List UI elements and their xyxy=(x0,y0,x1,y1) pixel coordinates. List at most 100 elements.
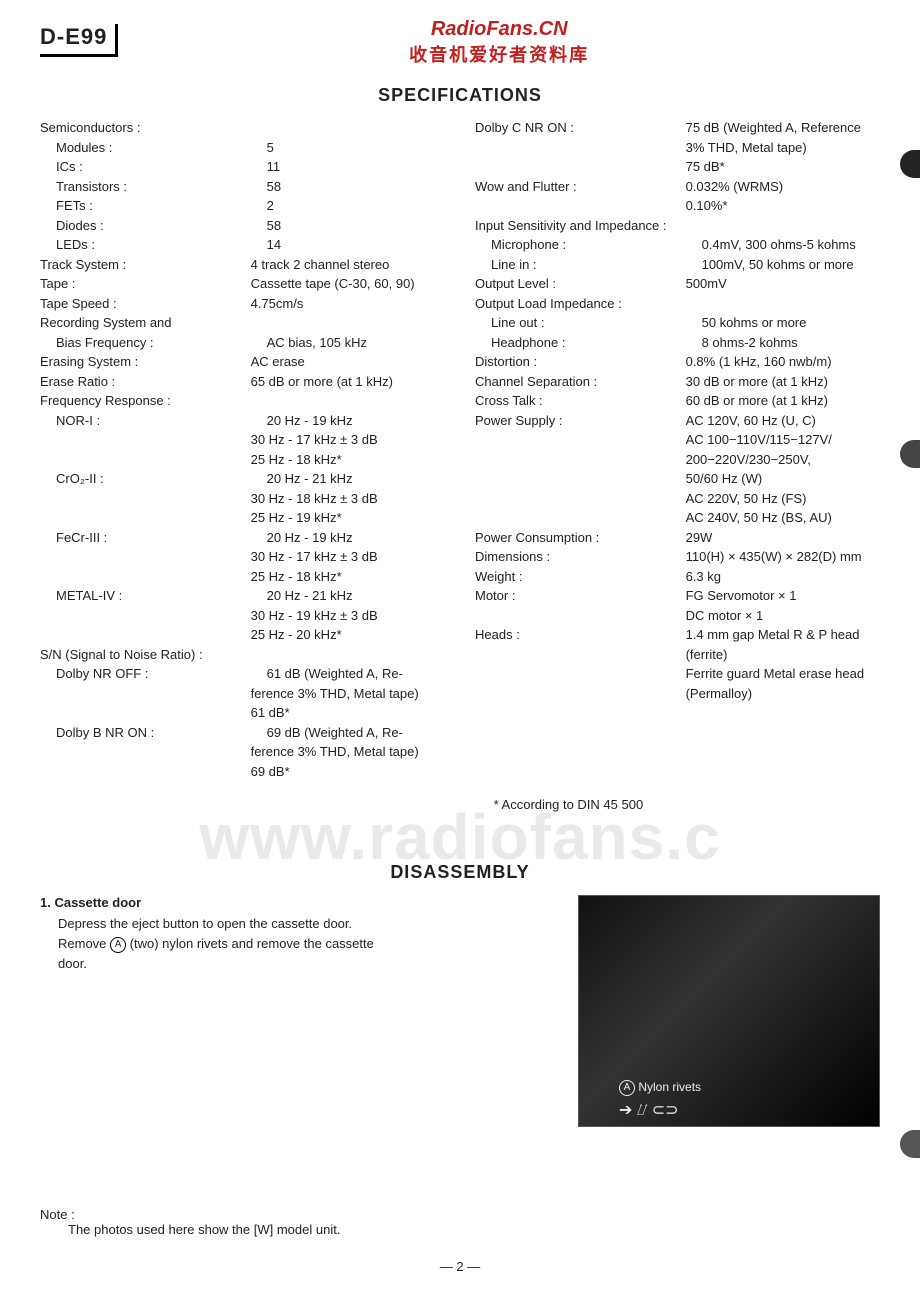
spec-left-column: Semiconductors : Modules :5 ICs :11 Tran… xyxy=(40,118,445,781)
step-title: 1. Cassette door xyxy=(40,895,445,910)
photo-label-text: Nylon rivets xyxy=(638,1080,701,1094)
spec-value: DC motor × 1 xyxy=(475,606,763,626)
spec-label: Tape : xyxy=(40,274,251,294)
spec-value: 30 Hz - 17 kHz ± 3 dB xyxy=(40,547,378,567)
specifications-heading: SPECIFICATIONS xyxy=(40,85,880,106)
spec-value: 30 Hz - 18 kHz ± 3 dB xyxy=(40,489,378,509)
note-text: The photos used here show the [W] model … xyxy=(40,1222,880,1237)
spec-label: Power Consumption : xyxy=(475,528,686,548)
spec-value: 30 dB or more (at 1 kHz) xyxy=(686,372,880,392)
spec-value: ference 3% THD, Metal tape) xyxy=(40,684,419,704)
spec-label: Tape Speed : xyxy=(40,294,251,314)
model-number: D-E99 xyxy=(40,24,118,57)
spec-value: 25 Hz - 20 kHz* xyxy=(40,625,342,645)
spec-label: Motor : xyxy=(475,586,686,606)
note-heading: Note : xyxy=(40,1207,880,1222)
disassembly-photo: A Nylon rivets ➔ ⌰ ⊂⊃ xyxy=(578,895,880,1127)
spec-label: CrO₂-II : xyxy=(40,469,267,489)
spec-value: 65 dB or more (at 1 kHz) xyxy=(251,372,445,392)
specifications-table: Semiconductors : Modules :5 ICs :11 Tran… xyxy=(40,118,880,781)
spec-value: 100mV, 50 kohms or more xyxy=(702,255,880,275)
spec-value: 30 Hz - 17 kHz ± 3 dB xyxy=(40,430,378,450)
rivet-icon: ➔ ⌰ ⊂⊃ xyxy=(619,1100,679,1120)
spec-label: Dolby NR OFF : xyxy=(40,664,267,684)
spec-value: 2 xyxy=(267,196,445,216)
spec-right-column: Dolby C NR ON :75 dB (Weighted A, Refere… xyxy=(475,118,880,781)
spec-label: Line in : xyxy=(475,255,702,275)
spec-value: 75 dB* xyxy=(475,157,725,177)
spec-value: 75 dB (Weighted A, Reference xyxy=(686,118,880,138)
brand-chinese: 收音机爱好者资料库 xyxy=(118,41,880,67)
step-line: Remove xyxy=(58,936,110,951)
step-line: door. xyxy=(58,956,87,971)
step-line: (two) nylon rivets and remove the casset… xyxy=(126,936,374,951)
spec-label: Cross Talk : xyxy=(475,391,686,411)
spec-value: (ferrite) xyxy=(475,645,727,665)
page-curl-mark xyxy=(900,440,920,468)
spec-value: 0.8% (1 kHz, 160 nwb/m) xyxy=(686,352,880,372)
spec-value: 29W xyxy=(686,528,880,548)
spec-label: Heads : xyxy=(475,625,686,645)
step-line: Depress the eject button to open the cas… xyxy=(58,916,352,931)
spec-value: 0.10%* xyxy=(475,196,728,216)
spec-label: Power Supply : xyxy=(475,411,686,431)
spec-label: Weight : xyxy=(475,567,686,587)
spec-label: ICs : xyxy=(40,157,267,177)
spec-value: 58 xyxy=(267,177,445,197)
din-footnote: * According to DIN 45 500 xyxy=(40,797,880,812)
spec-value: Ferrite guard Metal erase head xyxy=(475,664,864,684)
spec-value: 69 dB (Weighted A, Re- xyxy=(267,723,445,743)
callout-a-icon: A xyxy=(110,937,126,953)
spec-label: Wow and Flutter : xyxy=(475,177,686,197)
page-curl-mark xyxy=(900,1130,920,1158)
page-curl-mark xyxy=(900,150,920,178)
spec-label: Distortion : xyxy=(475,352,686,372)
spec-value: 58 xyxy=(267,216,445,236)
photo-callout-label: A Nylon rivets xyxy=(619,1080,701,1096)
disassembly-heading: DISASSEMBLY xyxy=(40,862,880,883)
spec-value: 25 Hz - 18 kHz* xyxy=(40,567,342,587)
spec-value: 61 dB* xyxy=(40,703,290,723)
spec-value: 0.032% (WRMS) xyxy=(686,177,880,197)
spec-label: Output Level : xyxy=(475,274,686,294)
spec-label: Erase Ratio : xyxy=(40,372,251,392)
spec-label: Modules : xyxy=(40,138,267,158)
spec-value: 0.4mV, 300 ohms-5 kohms xyxy=(702,235,880,255)
spec-value: AC 240V, 50 Hz (BS, AU) xyxy=(475,508,832,528)
spec-value: 20 Hz - 21 kHz xyxy=(267,586,445,606)
spec-label: Diodes : xyxy=(40,216,267,236)
spec-label: Line out : xyxy=(475,313,702,333)
spec-label: FeCr-III : xyxy=(40,528,267,548)
spec-label: Semiconductors : xyxy=(40,118,251,138)
spec-value: 50 kohms or more xyxy=(702,313,880,333)
spec-label: Recording System and xyxy=(40,313,251,333)
spec-value: FG Servomotor × 1 xyxy=(686,586,880,606)
spec-label: METAL-IV : xyxy=(40,586,267,606)
spec-value: 8 ohms-2 kohms xyxy=(702,333,880,353)
spec-value: 20 Hz - 21 kHz xyxy=(267,469,445,489)
spec-label: NOR-I : xyxy=(40,411,267,431)
spec-label: Frequency Response : xyxy=(40,391,251,411)
spec-value: 25 Hz - 18 kHz* xyxy=(40,450,342,470)
spec-label: Output Load Impedance : xyxy=(475,294,880,314)
spec-value: AC bias, 105 kHz xyxy=(267,333,445,353)
spec-label: Headphone : xyxy=(475,333,702,353)
spec-value: Cassette tape (C-30, 60, 90) xyxy=(251,274,445,294)
spec-label: Track System : xyxy=(40,255,251,275)
spec-value: 69 dB* xyxy=(40,762,290,782)
spec-label: Dolby B NR ON : xyxy=(40,723,267,743)
spec-value: AC 120V, 60 Hz (U, C) xyxy=(686,411,880,431)
spec-value: 500mV xyxy=(686,274,880,294)
spec-label: Channel Separation : xyxy=(475,372,686,392)
spec-label: FETs : xyxy=(40,196,267,216)
spec-value: 110(H) × 435(W) × 282(D) mm xyxy=(686,547,880,567)
spec-value: ference 3% THD, Metal tape) xyxy=(40,742,419,762)
spec-value: 1.4 mm gap Metal R & P head xyxy=(686,625,880,645)
spec-value: 50/60 Hz (W) xyxy=(475,469,762,489)
spec-label: S/N (Signal to Noise Ratio) : xyxy=(40,645,445,665)
spec-value: 4 track 2 channel stereo xyxy=(251,255,445,275)
spec-value: 25 Hz - 19 kHz* xyxy=(40,508,342,528)
spec-value: 3% THD, Metal tape) xyxy=(475,138,807,158)
spec-value: AC erase xyxy=(251,352,445,372)
spec-label: Input Sensitivity and Impedance : xyxy=(475,216,880,236)
